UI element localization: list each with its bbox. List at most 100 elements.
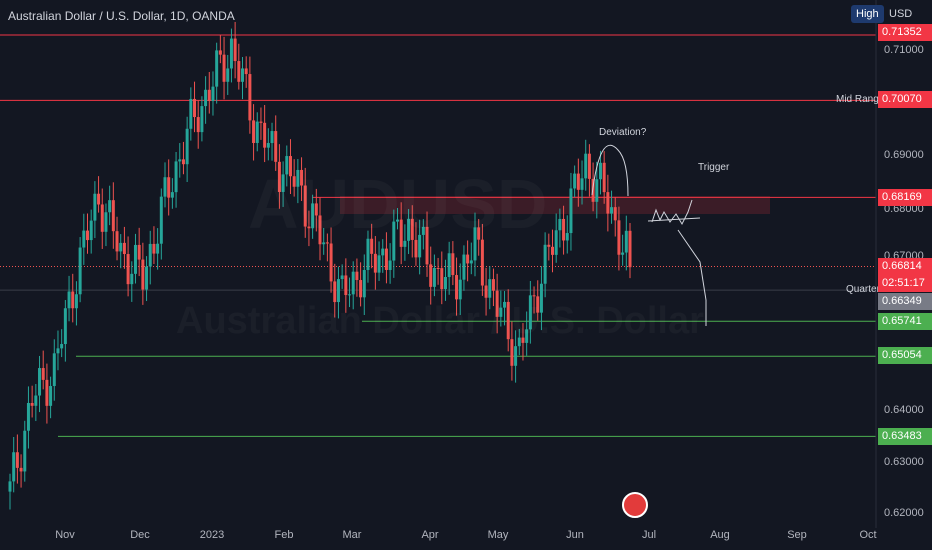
candle-body xyxy=(178,159,182,162)
candle-body xyxy=(311,203,315,229)
candle-body xyxy=(340,275,344,280)
candle-body xyxy=(266,143,270,148)
candle-body xyxy=(130,273,134,285)
candle-body xyxy=(122,242,126,255)
price-label-quarter: 0.66349 xyxy=(878,293,932,310)
candle-body xyxy=(621,252,625,255)
candle-body xyxy=(359,280,363,298)
price-label-support-3: 0.63483 xyxy=(878,428,932,445)
y-tick: 0.69000 xyxy=(884,149,924,161)
mid-range-label: Mid Range xyxy=(836,94,885,105)
candle-body xyxy=(458,279,462,300)
trigger-annotation: Trigger xyxy=(698,162,730,173)
price-label-mid-range: 0.70070 xyxy=(878,91,932,108)
candle-body xyxy=(370,238,374,254)
candle-body xyxy=(469,260,473,264)
price-label-support-1: 0.65741 xyxy=(878,313,932,330)
candle-body xyxy=(491,279,495,291)
candle-body xyxy=(148,243,152,267)
candle-body xyxy=(510,339,514,366)
candle-body xyxy=(399,219,403,247)
candle-body xyxy=(536,296,540,313)
watermark-name: Australian Dollar / U.S. Dollar xyxy=(176,300,704,343)
candle-body xyxy=(71,291,75,309)
candle-body xyxy=(181,159,185,165)
currency-button[interactable]: USD xyxy=(889,8,913,20)
candle-body xyxy=(270,131,274,144)
candle-body xyxy=(425,226,429,265)
candle-body xyxy=(274,131,278,162)
candle-body xyxy=(288,156,292,177)
candle-body xyxy=(15,452,19,468)
candle-body xyxy=(480,239,484,286)
candle-body xyxy=(86,230,89,241)
watermark-ticker: AUDUSD xyxy=(248,164,547,244)
candle-body xyxy=(628,230,632,268)
high-button[interactable]: High xyxy=(851,5,884,23)
x-tick: 2023 xyxy=(199,529,225,541)
candle-body xyxy=(573,173,577,189)
x-tick: Mar xyxy=(342,529,362,541)
candle-body xyxy=(19,467,23,472)
candle-body xyxy=(93,193,97,221)
candle-body xyxy=(193,98,197,118)
candle-body xyxy=(82,230,86,248)
symbol-title: Australian Dollar / U.S. Dollar, 1D, OAN… xyxy=(8,9,235,23)
candle-body xyxy=(111,200,115,232)
candle-body xyxy=(421,226,425,235)
y-tick: 0.68000 xyxy=(884,203,924,215)
candle-body xyxy=(543,244,547,284)
candle-body xyxy=(133,244,137,274)
candle-body xyxy=(462,254,466,280)
candle-body xyxy=(477,227,481,240)
candle-body xyxy=(38,368,42,396)
candle-body xyxy=(226,68,230,82)
candle-body xyxy=(617,220,621,255)
y-tick: 0.64000 xyxy=(884,404,924,416)
x-tick: Nov xyxy=(55,529,75,541)
x-tick: May xyxy=(487,529,509,541)
candle-body xyxy=(377,255,381,273)
candle-body xyxy=(495,290,499,317)
quarter-label: Quarter xyxy=(846,284,880,295)
candle-body xyxy=(152,243,156,254)
horizontal-levels xyxy=(0,34,876,437)
countdown-label: 02:51:17 xyxy=(878,275,932,292)
candle-body xyxy=(252,120,256,143)
candle-body xyxy=(392,221,396,261)
flag-logo-icon[interactable] xyxy=(622,492,648,518)
candle-body xyxy=(325,242,329,244)
candle-body xyxy=(587,153,591,179)
candle-body xyxy=(595,179,599,202)
deviation-arc xyxy=(591,144,629,197)
candle-body xyxy=(12,452,16,482)
candle-body xyxy=(8,481,12,492)
candle-body xyxy=(318,215,322,245)
candle-body xyxy=(300,169,304,186)
x-tick: Aug xyxy=(710,529,730,541)
x-tick: Apr xyxy=(421,529,439,541)
candle-body xyxy=(440,268,444,290)
candle-body xyxy=(528,295,532,330)
candle-body xyxy=(624,230,628,253)
candle-body xyxy=(373,253,377,273)
candle-body xyxy=(145,266,149,290)
candle-body xyxy=(418,234,422,258)
candle-body xyxy=(200,106,204,133)
candle-body xyxy=(521,337,525,343)
candle-body xyxy=(473,227,477,261)
candle-body xyxy=(503,301,507,308)
candle-body xyxy=(598,162,602,180)
candle-body xyxy=(455,275,459,300)
candle-body xyxy=(514,346,518,366)
candle-body xyxy=(207,89,211,102)
candle-body xyxy=(229,38,233,69)
candle-body xyxy=(115,231,119,252)
candle-body xyxy=(488,279,492,298)
candle-body xyxy=(303,185,307,227)
candle-body xyxy=(60,344,64,349)
price-label-top-high: 0.71352 xyxy=(878,24,932,41)
candle-body xyxy=(215,50,219,87)
candle-body xyxy=(126,254,130,285)
